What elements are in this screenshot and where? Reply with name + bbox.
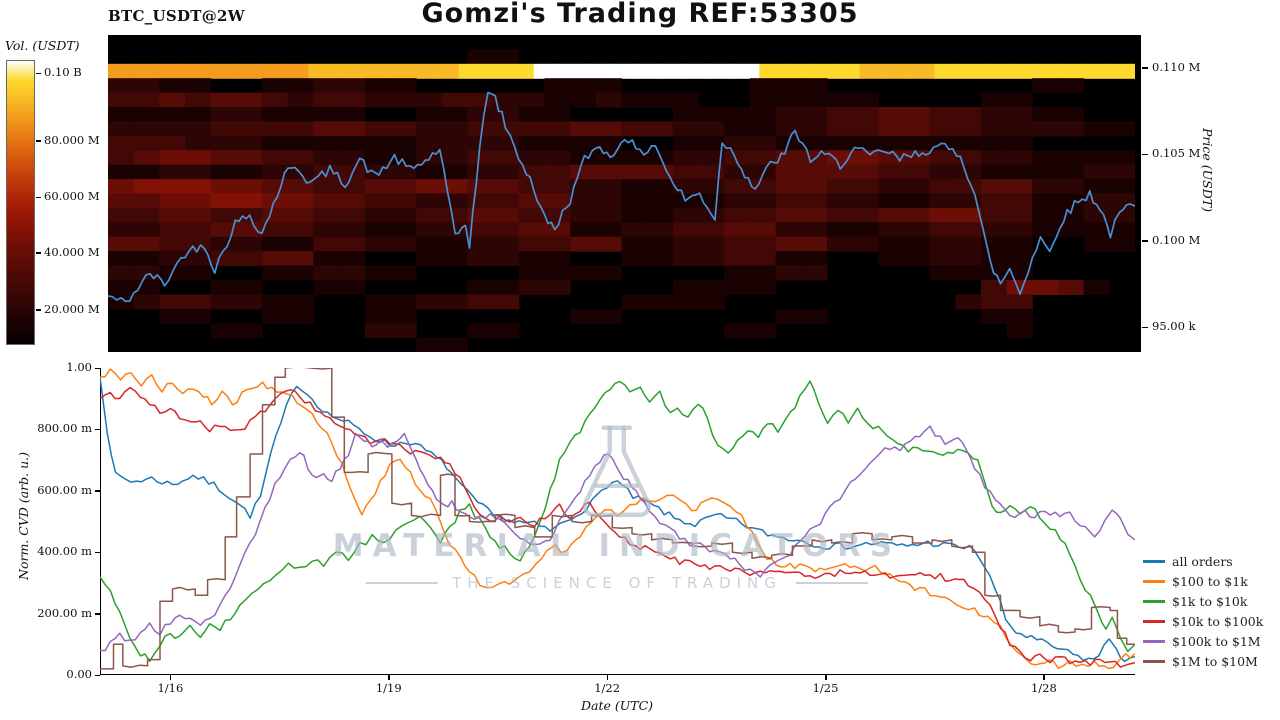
volume-colorbar-title: Vol. (USDT) bbox=[5, 38, 80, 53]
colorbar-tick-label: 20.000 M bbox=[44, 301, 100, 316]
price-tick-mark bbox=[1142, 326, 1148, 329]
cvd-y-tick-mark bbox=[95, 551, 100, 554]
legend-item: $1M to $10M bbox=[1143, 651, 1263, 671]
cvd-y-tick-mark bbox=[95, 428, 100, 431]
cvd-x-tick-label: 1/19 bbox=[375, 681, 402, 695]
price-line bbox=[108, 91, 1135, 303]
price-tick-label: 0.100 M bbox=[1152, 232, 1201, 247]
cvd-x-tick-mark bbox=[388, 675, 390, 680]
cvd-y-tick-label: 0.00 bbox=[66, 667, 92, 681]
legend-item-label: $1M to $10M bbox=[1172, 653, 1258, 669]
cvd-y-tick-label: 800.00 m bbox=[37, 421, 92, 436]
cvd-x-tick-label: 1/25 bbox=[812, 681, 839, 695]
series-line--100-to-1k bbox=[100, 368, 1135, 670]
colorbar-tick-mark bbox=[36, 309, 41, 311]
cvd-y-tick-label: 1.00 bbox=[66, 360, 92, 374]
cvd-y-tick-label: 600.00 m bbox=[37, 482, 92, 497]
cvd-x-tick-mark bbox=[1043, 675, 1045, 680]
legend-swatch bbox=[1143, 619, 1165, 623]
legend-item-label: $100k to $1M bbox=[1172, 633, 1261, 649]
symbol-label: BTC_USDT@2W bbox=[108, 7, 245, 25]
legend-swatch bbox=[1143, 659, 1165, 663]
price-tick-label: 0.105 M bbox=[1152, 146, 1201, 161]
legend-swatch bbox=[1143, 639, 1165, 643]
colorbar-tick-label: 40.000 M bbox=[44, 244, 100, 259]
cvd-x-tick-label: 1/28 bbox=[1030, 681, 1057, 695]
price-tick-mark bbox=[1142, 67, 1148, 69]
legend-item-label: $10k to $100k bbox=[1172, 613, 1264, 629]
colorbar-tick-label: 60.000 M bbox=[44, 189, 100, 204]
volume-colorbar bbox=[6, 60, 35, 345]
legend-item: $100k to $1M bbox=[1143, 631, 1263, 651]
legend-item: $100 to $1k bbox=[1143, 571, 1263, 591]
legend-swatch bbox=[1143, 599, 1165, 603]
cvd-y-tick-label: 200.00 m bbox=[37, 605, 92, 620]
legend-item: all orders bbox=[1143, 551, 1263, 571]
cvd-y-tick-mark bbox=[95, 367, 100, 369]
date-axis-title: Date (UTC) bbox=[580, 698, 654, 713]
legend-item-label: $1k to $10k bbox=[1172, 593, 1248, 609]
cvd-y-tick-mark bbox=[95, 613, 100, 615]
price-tick-mark bbox=[1142, 153, 1148, 156]
cvd-y-tick-mark bbox=[95, 674, 100, 676]
colorbar-tick-label: 0.10 B bbox=[44, 65, 82, 80]
legend-swatch bbox=[1143, 559, 1165, 563]
page-title: Gomzi's Trading REF:53305 bbox=[421, 0, 859, 29]
cvd-x-tick-mark bbox=[606, 675, 609, 680]
cvd-y-tick-label: 400.00 m bbox=[37, 544, 92, 559]
colorbar-tick-mark bbox=[36, 72, 41, 75]
series-line--1k-to-10k bbox=[100, 380, 1135, 662]
legend-swatch bbox=[1143, 579, 1165, 583]
volume-heatmap-plot bbox=[108, 35, 1135, 352]
price-axis-title: Price (USDT) bbox=[1200, 128, 1215, 212]
legend-item-label: all orders bbox=[1172, 553, 1233, 569]
cvd-y-axis-title: Norm. CVD (arb. u.) bbox=[16, 452, 31, 580]
series-line-all-orders bbox=[100, 377, 1135, 663]
legend-item-label: $100 to $1k bbox=[1172, 573, 1248, 589]
legend-item: $10k to $100k bbox=[1143, 611, 1263, 631]
colorbar-tick-label: 80.000 M bbox=[44, 132, 100, 147]
price-tick-mark bbox=[1142, 240, 1148, 242]
cvd-x-tick-label: 1/16 bbox=[157, 681, 184, 695]
price-tick-label: 0.110 M bbox=[1152, 59, 1201, 74]
colorbar-tick-mark bbox=[36, 252, 41, 254]
series-line--100k-to-1m bbox=[100, 425, 1135, 652]
cvd-y-tick-mark bbox=[95, 490, 100, 492]
cvd-x-tick-label: 1/22 bbox=[594, 681, 621, 695]
price-tick-label: 95.00 k bbox=[1152, 319, 1196, 334]
cvd-line-plot bbox=[100, 368, 1135, 675]
cvd-x-tick-mark bbox=[169, 675, 172, 680]
legend-item: $1k to $10k bbox=[1143, 591, 1263, 611]
series-line--1m-to-10m bbox=[100, 368, 1135, 670]
legend: all orders $100 to $1k $1k to $10k $10k to … bbox=[1143, 551, 1263, 671]
colorbar-tick-mark bbox=[36, 196, 41, 199]
series-line--10k-to-100k bbox=[100, 386, 1135, 668]
colorbar-tick-mark bbox=[36, 140, 41, 142]
cvd-x-tick-mark bbox=[825, 675, 827, 680]
heatmap-right-spine bbox=[1135, 35, 1141, 352]
